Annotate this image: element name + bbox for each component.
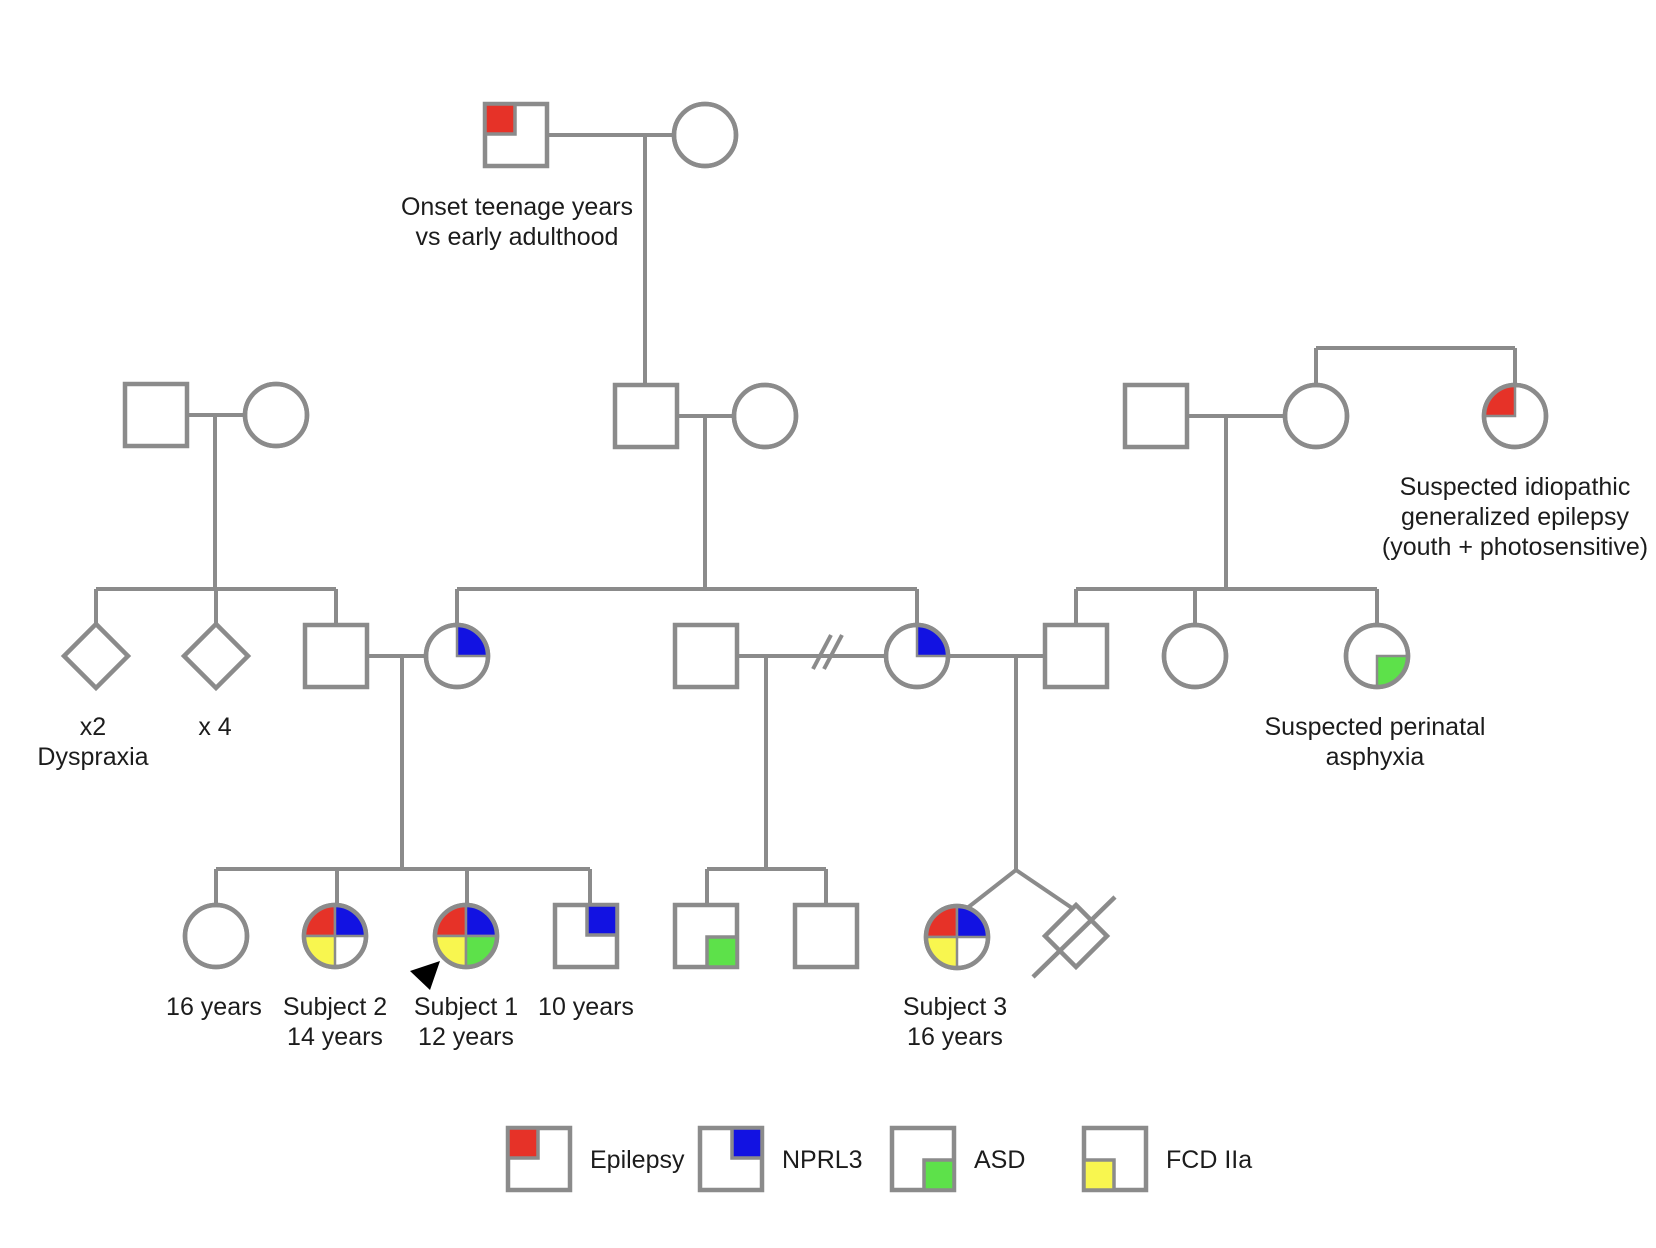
gen4-halfsib-symbol xyxy=(792,902,860,970)
legend-label-fcd_iia: FCD IIa xyxy=(1166,1146,1252,1174)
condition-nprl3-quadrant xyxy=(585,903,619,937)
gen3-mother-b-nprl3-outline xyxy=(883,622,951,690)
gen3-father-b-symbol xyxy=(672,622,740,690)
note-perinatal-asphyxia-line2: asphyxia xyxy=(1326,743,1425,771)
condition-asd-quadrant xyxy=(922,1158,956,1192)
legend-label-epilepsy: Epilepsy xyxy=(590,1146,685,1174)
label-subject3-line1: Subject 3 xyxy=(903,993,1007,1021)
label-subject1-line2: 12 years xyxy=(418,1023,514,1051)
condition-nprl3-quadrant xyxy=(730,1126,764,1160)
note-idiopathic-epilepsy-line2: generalized epilepsy xyxy=(1401,503,1629,531)
proband-arrow-icon xyxy=(410,961,440,990)
gen3-father-a-symbol xyxy=(302,622,370,690)
label-subject3-line2: 16 years xyxy=(907,1023,1003,1051)
note-x4-line1: x 4 xyxy=(198,713,231,741)
gen2-left-grandmother-outline xyxy=(242,381,310,449)
note-onset-line1: Onset teenage years xyxy=(401,193,633,221)
gen2-mid-father-symbol xyxy=(612,382,680,450)
label-subject2-line2: 14 years xyxy=(287,1023,383,1051)
gen4-subject2-outline xyxy=(301,902,369,970)
gen4-subject3-outline xyxy=(923,903,991,971)
condition-fcd_iia-quadrant xyxy=(1082,1158,1116,1192)
gen2-aunt-epilepsy-outline xyxy=(1481,382,1549,450)
note-onset-line2: vs early adulthood xyxy=(416,223,619,251)
note-idiopathic-epilepsy-line1: Suspected idiopathic xyxy=(1400,473,1631,501)
label-subject2-line1: Subject 2 xyxy=(283,993,387,1021)
deceased-slash-icon xyxy=(1031,895,1117,979)
gen2-right-grandfather-symbol xyxy=(1122,382,1190,450)
gen4-girl-16y-outline xyxy=(182,902,250,970)
note-x2-dyspraxia-line2: Dyspraxia xyxy=(37,743,148,771)
gen4-subject1-proband-outline xyxy=(432,902,500,970)
separation-slash-icon xyxy=(811,634,833,670)
gen3-aunt-asphyxia-outline xyxy=(1343,622,1411,690)
gen1-grandmother-outline xyxy=(671,101,739,169)
gen3-pregnancies-x2-symbol xyxy=(60,620,132,692)
relationship-line xyxy=(964,868,1018,911)
label-girl-16y-line1: 16 years xyxy=(166,993,262,1021)
gen2-mid-mother-outline xyxy=(731,382,799,450)
label-boy-10y-line1: 10 years xyxy=(538,993,634,1021)
gen2-left-grandfather-symbol xyxy=(122,381,190,449)
gen3-aunt-outline xyxy=(1161,622,1229,690)
note-x2-dyspraxia-line1: x2 xyxy=(80,713,106,741)
note-idiopathic-epilepsy-line3: (youth + photosensitive) xyxy=(1382,533,1648,561)
relationship-line xyxy=(1014,868,1074,910)
gen2-right-grandmother-outline xyxy=(1282,382,1350,450)
label-subject1-line1: Subject 1 xyxy=(414,993,518,1021)
legend-label-nprl3: NPRL3 xyxy=(782,1146,863,1174)
condition-epilepsy-quadrant xyxy=(506,1126,540,1160)
gen3-stepfather-symbol xyxy=(1042,622,1110,690)
legend-label-asd: ASD xyxy=(974,1146,1025,1174)
note-perinatal-asphyxia-line1: Suspected perinatal xyxy=(1265,713,1486,741)
condition-asd-quadrant xyxy=(705,935,739,969)
gen3-pregnancies-x4-symbol xyxy=(180,620,252,692)
separation-slash-icon xyxy=(822,634,844,670)
condition-epilepsy-quadrant xyxy=(483,102,517,136)
gen3-mother-a-nprl3-outline xyxy=(423,622,491,690)
